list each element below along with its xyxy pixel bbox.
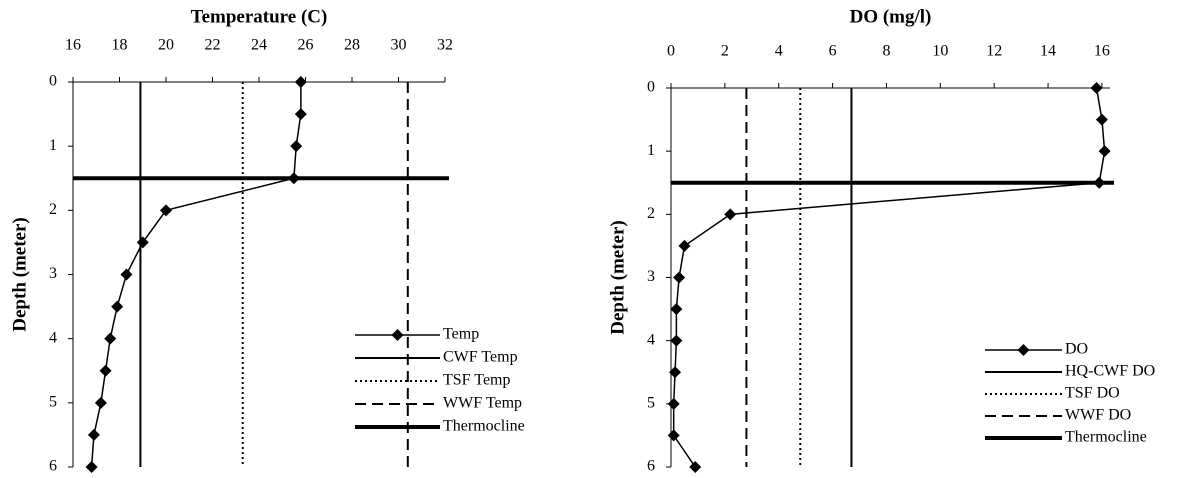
marker: [99, 364, 112, 377]
legend-label: CWF Temp: [443, 349, 518, 366]
y-tick-label: 4: [49, 329, 57, 346]
marker: [160, 204, 172, 217]
x-tick-label: 12: [986, 43, 1002, 60]
x-tick-label: 16: [65, 37, 81, 54]
marker: [1090, 82, 1103, 94]
x-tick-label: 18: [112, 37, 128, 54]
x-tick-label: 6: [829, 43, 837, 60]
y-tick-label: 1: [647, 142, 655, 159]
marker: [724, 208, 737, 221]
marker: [670, 303, 683, 316]
marker: [678, 239, 691, 252]
x-tick-label: 32: [437, 37, 453, 54]
x-tick-label: 8: [882, 43, 890, 60]
x-tick-label: 0: [667, 43, 675, 60]
x-tick-label: 16: [1094, 43, 1110, 60]
x-tick-label: 22: [205, 37, 221, 54]
x-tick-label: 4: [775, 43, 783, 60]
legend-marker: [1017, 344, 1030, 356]
y-tick-label: 1: [49, 137, 57, 154]
y-tick-label: 3: [49, 265, 57, 282]
marker: [667, 397, 680, 410]
marker: [94, 396, 107, 409]
marker: [673, 271, 686, 284]
data-line: [672, 87, 1106, 468]
y-axis-label: Depth (meter): [607, 220, 628, 334]
marker: [294, 76, 307, 88]
legend-label: WWF Temp: [443, 395, 522, 412]
marker: [85, 461, 98, 473]
marker: [1098, 145, 1111, 158]
legend-label: Thermocline: [443, 418, 525, 435]
y-tick-label: 2: [647, 205, 655, 222]
marker: [1093, 176, 1106, 189]
marker: [1095, 113, 1108, 126]
legend-label: DO: [1065, 341, 1088, 358]
marker: [120, 268, 133, 281]
marker: [689, 461, 702, 473]
legend-label: HQ-CWF DO: [1065, 363, 1155, 380]
marker: [287, 172, 300, 185]
chart-title: Temperature (C): [191, 6, 328, 27]
x-tick-label: 26: [298, 37, 314, 54]
marker: [670, 334, 683, 347]
marker: [294, 108, 307, 121]
x-tick-label: 2: [721, 43, 729, 60]
x-tick-label: 30: [391, 37, 407, 54]
legend-marker: [391, 329, 404, 341]
legend-label: Temp: [443, 326, 479, 343]
marker: [104, 332, 117, 345]
x-tick-label: 14: [1040, 43, 1056, 60]
y-tick-label: 6: [647, 458, 655, 475]
y-axis-label: Depth (meter): [9, 217, 30, 331]
y-tick-label: 6: [49, 458, 57, 475]
y-tick-label: 0: [647, 79, 655, 96]
marker: [290, 140, 303, 153]
legend-label: Thermocline: [1065, 429, 1147, 446]
x-tick-label: 28: [344, 37, 360, 54]
marker: [136, 236, 149, 249]
chart-title: DO (mg/l): [850, 6, 932, 27]
legend-label: TSF DO: [1065, 385, 1120, 402]
legend-label: WWF DO: [1065, 407, 1131, 424]
marker: [667, 429, 680, 442]
x-tick-label: 10: [932, 43, 948, 60]
legend-label: TSF Temp: [443, 372, 510, 389]
marker: [669, 366, 682, 379]
y-tick-label: 0: [49, 73, 57, 90]
y-tick-label: 2: [49, 201, 57, 218]
y-tick-label: 5: [647, 395, 655, 412]
x-tick-label: 20: [158, 37, 174, 54]
x-tick-label: 24: [251, 37, 267, 54]
y-tick-label: 5: [49, 394, 57, 411]
y-tick-label: 4: [647, 331, 655, 348]
marker: [111, 300, 124, 313]
y-tick-label: 3: [647, 268, 655, 285]
marker: [87, 428, 100, 441]
